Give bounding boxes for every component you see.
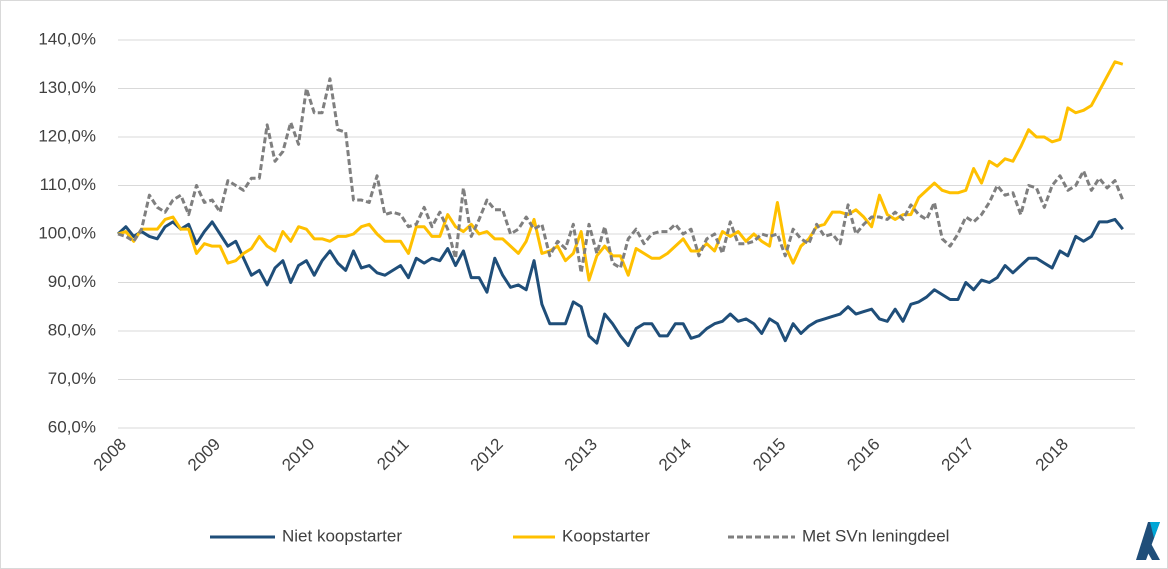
y-tick-label: 60,0% [48,417,96,436]
data-line [117,60,1124,282]
y-tick-label: 140,0% [38,29,96,48]
data-line [116,217,1124,348]
legend-label: Met SVn leningdeel [802,526,949,545]
y-tick-label: 110,0% [40,175,96,194]
y-tick-label: 130,0% [38,78,96,97]
logo [1136,522,1160,560]
legend-label: Koopstarter [562,526,650,545]
y-tick-label: 100,0% [38,223,96,242]
data-line [117,77,1125,275]
legend-label: Niet koopstarter [282,526,402,545]
y-tick-label: 120,0% [38,126,96,145]
y-tick-label: 70,0% [48,369,96,388]
y-tick-label: 80,0% [48,320,96,339]
y-tick-label: 90,0% [48,272,96,291]
